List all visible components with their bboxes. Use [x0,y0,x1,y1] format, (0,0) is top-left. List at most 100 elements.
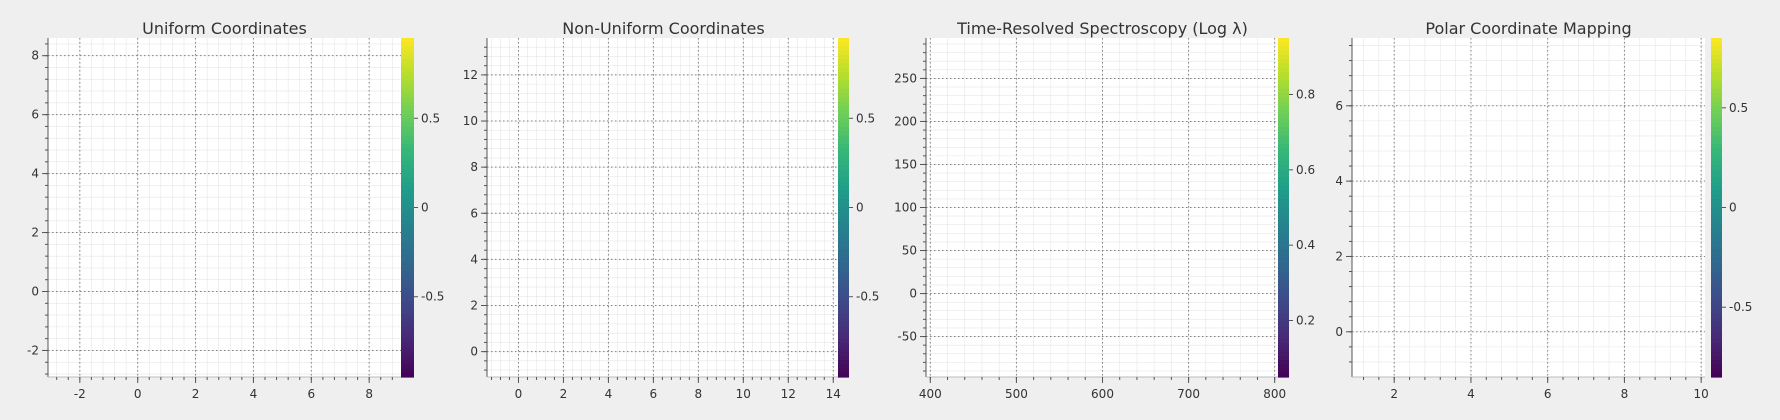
colorbar-segment [401,194,414,200]
colorbar-segment [401,122,414,128]
y-tick-label: 8 [31,49,39,63]
colorbar-segment [401,343,414,348]
colorbar-segment [401,309,414,315]
colorbar-segment [401,313,414,319]
colorbar-segment [401,46,414,52]
x-tick-label: 8 [365,387,373,401]
colorbar-segment [401,67,414,73]
colorbar-segment [401,93,414,98]
colorbar-tick-label: -0.5 [421,290,444,304]
colorbar-segment [401,338,414,344]
colorbar-segment [401,254,414,259]
plot-area [48,38,401,377]
colorbar-segment [401,80,414,86]
colorbar-segment [401,237,414,242]
colorbar-segment [401,288,414,293]
colorbar-segment [401,50,414,56]
colorbar-segment [401,211,414,217]
colorbar-segment [401,182,414,187]
colorbar-segment [401,296,414,302]
colorbar-segment [401,97,414,103]
colorbar-segment [401,160,414,166]
colorbar-segment [401,275,414,281]
colorbar-segment [401,156,414,162]
colorbar-segment [401,59,414,65]
colorbar-segment [401,38,414,43]
colorbar-segment [401,326,414,331]
y-tick-label: 0 [31,285,39,299]
colorbar-segment [401,165,414,170]
colorbar-segment [401,152,414,158]
colorbar-segment [401,347,414,353]
colorbar-segment [401,105,414,111]
colorbar-segment [401,199,414,204]
colorbar-segment [401,42,414,48]
colorbar-segment [401,220,414,226]
colorbar-segment [401,271,414,276]
colorbar-tick-label: 0.5 [421,111,440,125]
colorbar-segment [401,224,414,230]
colorbar-segment [401,364,414,370]
colorbar-segment [401,334,414,340]
colorbar-segment [401,292,414,298]
y-tick-label: 2 [31,226,39,240]
colorbar-segment [401,131,414,137]
colorbar-segment [401,266,414,272]
colorbar-segment [401,143,414,149]
colorbar-segment [401,279,414,285]
colorbar-segment [401,71,414,77]
colorbar-segment [401,190,414,196]
colorbar-segment [401,88,414,94]
colorbar-segment [401,300,414,306]
chart-panel-1: -2 0 2 4 6 8 -2 0 2 4 6 8 Uniform Coordinates 0.5 0 -0.… [27,19,444,401]
major-grid [487,38,840,377]
colorbar-segment [401,207,414,213]
tick-labels: -2 0 2 4 6 8 -2 0 2 4 6 8 [27,49,373,401]
colorbar-segment [401,321,414,327]
colorbar-segment [401,215,414,221]
colorbar-segment [401,304,414,310]
colorbar-segment [401,114,414,120]
colorbar-segment [401,228,414,234]
chart-title: Uniform Coordinates [142,19,307,38]
colorbar-segment [401,360,414,365]
colorbar-segment [401,317,414,323]
colorbar-segment [401,63,414,69]
colorbar-segment [401,355,414,361]
x-tick-label: -2 [74,387,86,401]
major-grid [48,38,401,377]
x-tick-label: 2 [192,387,200,401]
colorbar-segment [401,101,414,107]
colorbar-segment [401,232,414,238]
x-tick-label: 0 [134,387,142,401]
colorbar-segment [401,135,414,141]
colorbar-segment [401,54,414,60]
colorbar-segment [401,76,414,81]
colorbar-segment [401,245,414,251]
colorbar-segment [401,249,414,255]
colorbar-segment [401,186,414,192]
y-tick-label: -2 [27,343,39,357]
colorbar-segment [401,126,414,132]
colorbar-segment [401,203,414,209]
plot-area [487,38,840,377]
colorbar-segment [401,262,414,268]
colorbar-segment [401,118,414,124]
colorbar-tick-label: 0 [421,201,429,215]
y-tick-label: 4 [31,167,39,181]
colorbar-segment [401,177,414,183]
colorbar-segment [401,169,414,175]
colorbar-segment [401,110,414,115]
colorbar-segment [401,351,414,357]
colorbar-segment [401,258,414,264]
colorbar-segment [401,84,414,90]
y-tick-label: 6 [31,108,39,122]
x-tick-label: 4 [250,387,258,401]
x-tick-label: 6 [307,387,315,401]
colorbar-segment [401,368,414,374]
colorbar-segment [401,330,414,336]
colorbar-segment [401,173,414,179]
colorbar-segment [401,148,414,154]
